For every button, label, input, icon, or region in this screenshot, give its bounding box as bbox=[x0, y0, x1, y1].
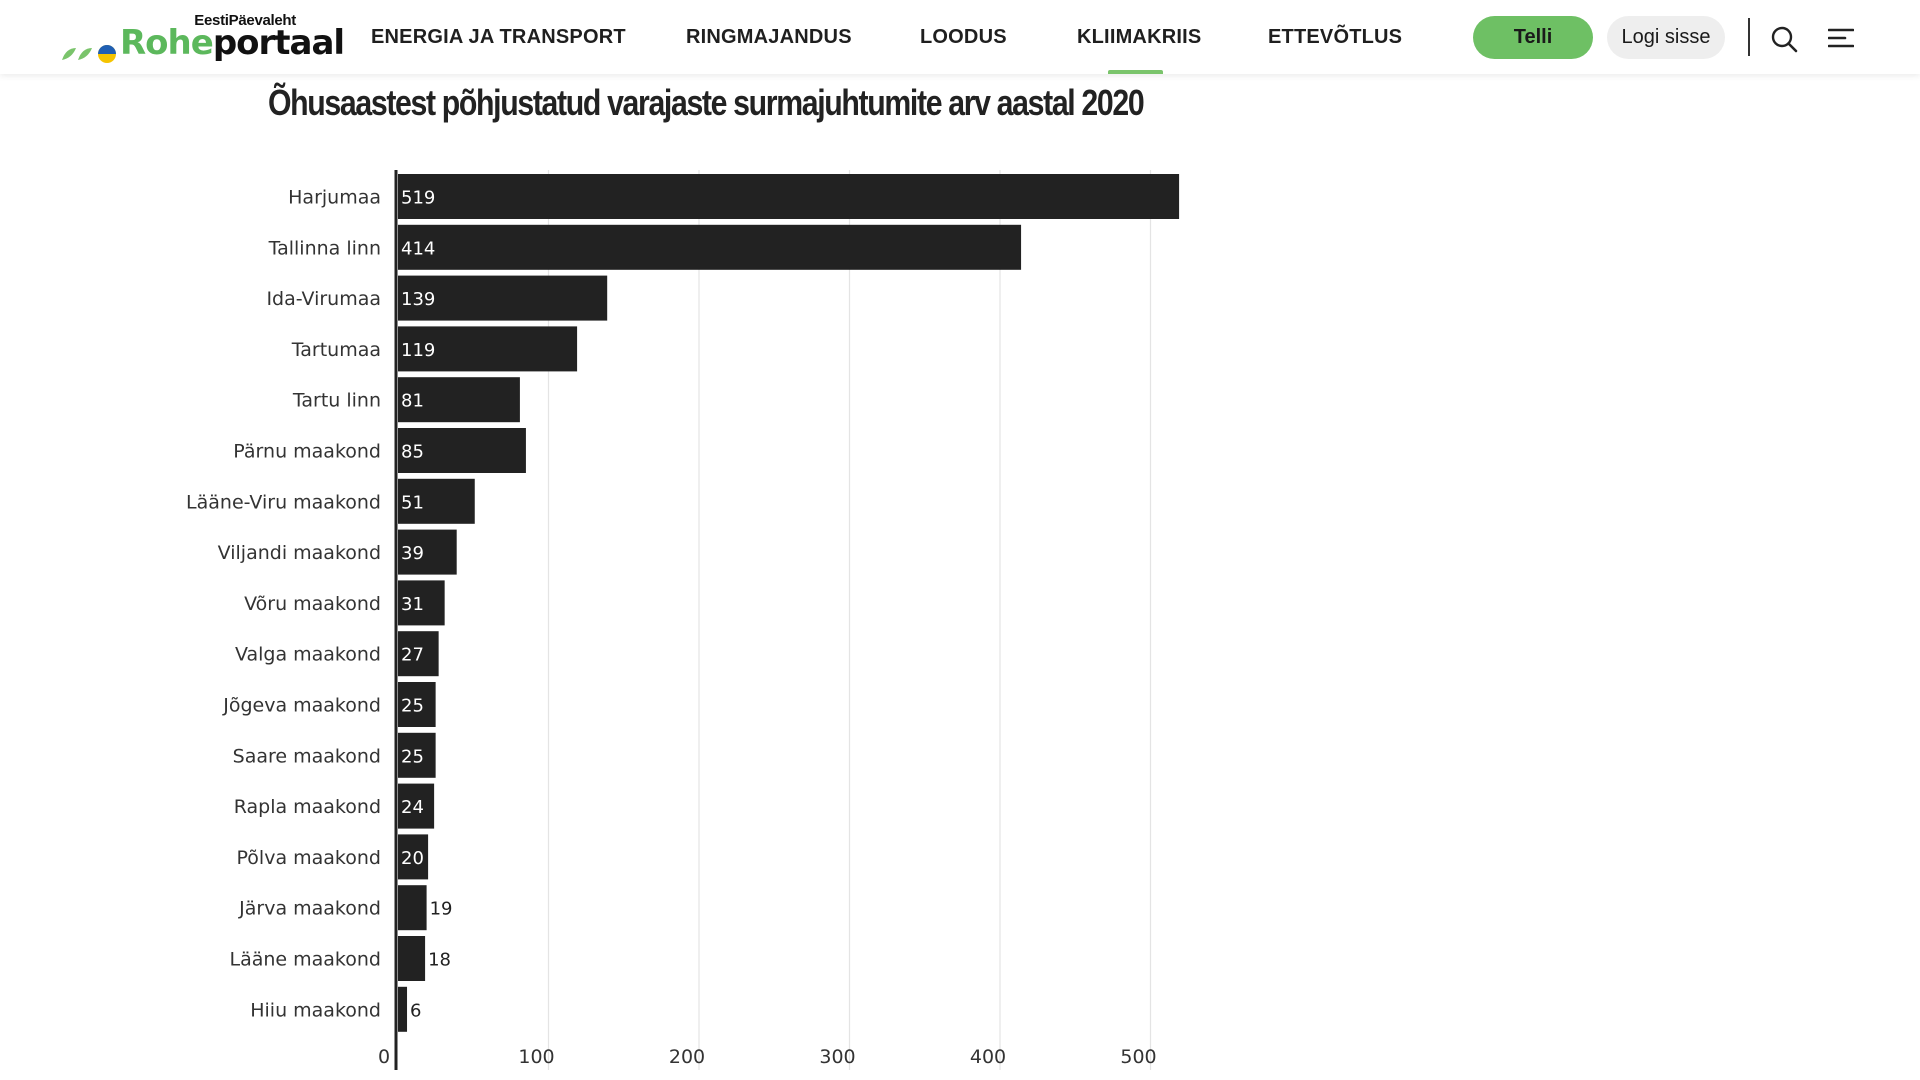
bar-value-label: 18 bbox=[428, 950, 451, 971]
bar-value-label: 31 bbox=[401, 594, 424, 615]
x-tick-label: 0 bbox=[378, 1046, 390, 1068]
bar-7 bbox=[398, 529, 457, 575]
site-header: EestiPäevaleht Roheportaal ENERGIA JA TR… bbox=[0, 0, 1920, 74]
x-tick-label: 500 bbox=[1120, 1046, 1156, 1068]
bar-10 bbox=[398, 682, 436, 727]
bar-1 bbox=[398, 224, 1022, 270]
x-tick-label: 100 bbox=[518, 1046, 554, 1068]
site-logo[interactable]: EestiPäevaleht Roheportaal bbox=[60, 12, 345, 64]
nav-ettevotlus[interactable]: ETTEVÕTLUS bbox=[1268, 26, 1403, 48]
category-label: Jõgeva maakond bbox=[222, 695, 381, 717]
bar-8 bbox=[398, 580, 445, 626]
x-tick-label: 400 bbox=[970, 1046, 1006, 1068]
category-label: Põlva maakond bbox=[237, 847, 381, 869]
bar-3 bbox=[398, 326, 578, 372]
logo-brand-dark: portaal bbox=[212, 23, 345, 63]
search-icon[interactable] bbox=[1770, 25, 1798, 53]
bar-14 bbox=[398, 885, 427, 931]
category-label: Lääne-Viru maakond bbox=[186, 491, 381, 513]
bar-chart: 0 100 200 300 400 500 Harjumaa 519 Tallinna linn… bbox=[186, 170, 1180, 1070]
logo-brand-green: Rohe bbox=[120, 23, 214, 63]
nav-kliimakriis[interactable]: KLIIMAKRIIS bbox=[1077, 26, 1202, 48]
category-label: Ida-Virumaa bbox=[266, 288, 381, 310]
bar-value-label: 139 bbox=[401, 289, 435, 310]
category-label: Tartumaa bbox=[291, 339, 381, 361]
nav-ringmajandus[interactable]: RINGMAJANDUS bbox=[686, 26, 852, 48]
bar-6 bbox=[398, 478, 475, 524]
bar-4 bbox=[398, 377, 520, 423]
bar-value-label: 39 bbox=[401, 543, 424, 564]
bar-value-label: 19 bbox=[430, 899, 453, 920]
bar-value-label: 20 bbox=[401, 848, 424, 869]
logo-publisher-text: EestiPäevaleht bbox=[194, 12, 296, 29]
chart-title: Õhusaastest põhjustatud varajaste surmaj… bbox=[268, 82, 1145, 123]
bar-0 bbox=[398, 174, 1180, 219]
bar-value-label: 519 bbox=[401, 188, 435, 209]
category-label: Tallinna linn bbox=[268, 237, 381, 259]
bar-value-label: 25 bbox=[401, 746, 424, 767]
menu-icon[interactable] bbox=[1828, 27, 1854, 49]
login-button[interactable]: Logi sisse bbox=[1607, 16, 1725, 59]
category-label: Viljandi maakond bbox=[218, 542, 381, 564]
bar-value-label: 27 bbox=[401, 645, 424, 666]
bar-15 bbox=[398, 936, 426, 981]
x-tick-label: 200 bbox=[669, 1046, 705, 1068]
bar-2 bbox=[398, 275, 608, 321]
category-label: Hiiu maakond bbox=[250, 999, 381, 1021]
logo-brand: Roheportaal bbox=[120, 23, 345, 63]
category-label: Järva maakond bbox=[238, 898, 381, 920]
category-label: Tartu linn bbox=[292, 390, 381, 412]
nav-loodus[interactable]: LOODUS bbox=[920, 26, 1007, 48]
bar-value-label: 414 bbox=[401, 238, 435, 259]
bar-11 bbox=[398, 732, 436, 778]
bar-value-label: 6 bbox=[410, 1000, 421, 1021]
bar-5 bbox=[398, 428, 526, 473]
nav-active-indicator bbox=[1108, 70, 1163, 74]
category-label: Võru maakond bbox=[244, 593, 381, 615]
bar-value-label: 85 bbox=[401, 442, 424, 463]
bar-value-label: 81 bbox=[401, 391, 424, 412]
logo-leaf-marks bbox=[62, 45, 116, 63]
bar-12 bbox=[398, 783, 435, 829]
x-tick-label: 300 bbox=[819, 1046, 855, 1068]
category-label: Rapla maakond bbox=[234, 796, 381, 818]
subscribe-button[interactable]: Telli bbox=[1473, 16, 1593, 59]
nav-energia[interactable]: ENERGIA JA TRANSPORT bbox=[371, 26, 626, 48]
bar-value-label: 119 bbox=[401, 340, 435, 361]
bar-value-label: 24 bbox=[401, 797, 424, 818]
category-label: Saare maakond bbox=[233, 745, 381, 767]
bar-16 bbox=[398, 986, 408, 1032]
bar-value-label: 25 bbox=[401, 696, 424, 717]
category-label: Pärnu maakond bbox=[233, 441, 381, 463]
bar-13 bbox=[398, 834, 429, 880]
bar-value-label: 51 bbox=[401, 492, 424, 513]
bar-9 bbox=[398, 631, 439, 677]
header-divider bbox=[1748, 18, 1750, 56]
category-label: Lääne maakond bbox=[230, 949, 382, 971]
category-label: Harjumaa bbox=[288, 187, 381, 209]
category-label: Valga maakond bbox=[235, 644, 381, 666]
